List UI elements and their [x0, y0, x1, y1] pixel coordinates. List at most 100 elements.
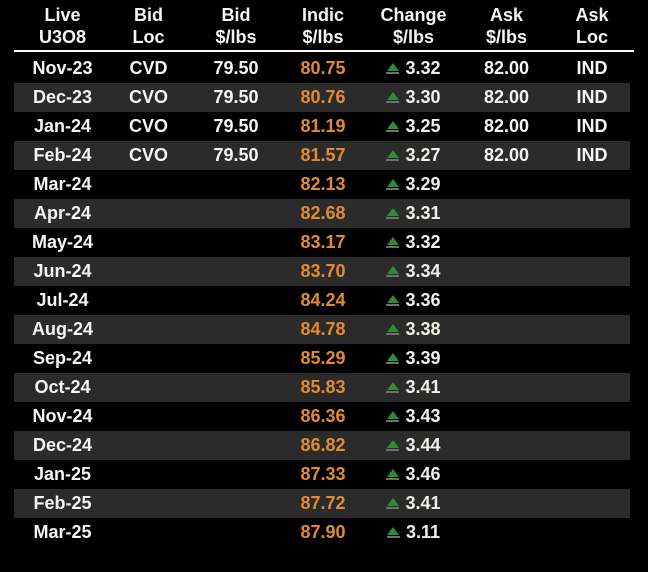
header-divider-line [14, 50, 634, 52]
up-triangle-shape [386, 498, 399, 506]
up-triangle-shape [386, 266, 399, 274]
up-triangle-shape [386, 150, 399, 158]
up-triangle-icon [386, 237, 400, 248]
indic-price-cell: 87.33 [300, 464, 346, 484]
table-row: Sep-24 85.29 3.39 [0, 344, 648, 373]
up-triangle-icon [386, 179, 400, 190]
change-cell: 3.11 [366, 522, 461, 543]
up-triangle-shape [386, 382, 399, 390]
ask-price-cell: 82.00 [483, 145, 530, 165]
up-triangle-baseline [386, 333, 400, 335]
header-line: Live [44, 5, 81, 25]
up-triangle-icon [386, 295, 400, 306]
change-value: 3.27 [405, 145, 441, 165]
change-value: 3.38 [405, 319, 441, 339]
header-line: Loc [132, 27, 165, 47]
indic-price-cell: 83.70 [300, 261, 346, 281]
table-row: Feb-25 87.72 3.41 [0, 489, 648, 518]
bid-loc-cell: CVO [128, 87, 168, 107]
month-cell: Jan-25 [33, 464, 92, 484]
change-value: 3.39 [405, 348, 441, 368]
up-triangle-icon [386, 469, 400, 480]
up-triangle-icon [386, 150, 400, 161]
up-triangle-shape [387, 527, 400, 535]
change-cell: 3.41 [366, 493, 461, 514]
column-header-indic-price: Indic $/lbs [280, 4, 366, 48]
bid-price-cell: 79.50 [213, 58, 259, 78]
header-line: Bid [134, 5, 163, 25]
ask-price-cell: 82.00 [483, 58, 530, 78]
change-cell: 3.32 [366, 58, 461, 79]
change-cell: 3.30 [366, 87, 461, 108]
indic-price-cell: 86.82 [300, 435, 346, 455]
table-row: Jan-24 CVO 79.50 81.19 3.25 82.00 IND [0, 112, 648, 141]
bid-price-cell: 79.50 [213, 116, 259, 136]
change-cell: 3.44 [366, 435, 461, 456]
up-triangle-shape [386, 208, 399, 216]
change-value: 3.36 [405, 290, 441, 310]
indic-price-cell: 86.36 [300, 406, 346, 426]
header-line: Ask [575, 5, 609, 25]
up-triangle-icon [386, 266, 400, 277]
table-row: Dec-24 86.82 3.44 [0, 431, 648, 460]
indic-price-cell: 82.13 [300, 174, 346, 194]
table-row: Oct-24 85.83 3.41 [0, 373, 648, 402]
up-triangle-baseline [386, 362, 400, 364]
indic-price-cell: 87.90 [300, 522, 346, 542]
up-triangle-baseline [386, 72, 400, 74]
up-triangle-icon [386, 121, 400, 132]
month-cell: Nov-24 [32, 406, 93, 426]
change-value: 3.32 [405, 232, 441, 252]
month-cell: Feb-25 [33, 493, 92, 513]
table-row: Nov-24 86.36 3.43 [0, 402, 648, 431]
month-cell: Dec-24 [32, 435, 93, 455]
up-triangle-icon [386, 411, 400, 422]
table-row: Dec-23 CVO 79.50 80.76 3.30 82.00 IND [0, 83, 648, 112]
table-row: May-24 83.17 3.32 [0, 228, 648, 257]
up-triangle-baseline [386, 478, 400, 480]
change-value: 3.29 [405, 174, 441, 194]
column-header-ask-price: Ask $/lbs [461, 4, 552, 48]
table-row: Feb-24 CVO 79.50 81.57 3.27 82.00 IND [0, 141, 648, 170]
up-triangle-shape [386, 63, 399, 71]
indic-price-cell: 82.68 [300, 203, 346, 223]
change-cell: 3.34 [366, 261, 461, 282]
change-value: 3.41 [405, 493, 441, 513]
month-cell: Sep-24 [32, 348, 93, 368]
bid-loc-cell: CVO [128, 145, 168, 165]
month-cell: Oct-24 [34, 377, 91, 397]
table-row: Apr-24 82.68 3.31 [0, 199, 648, 228]
change-value: 3.30 [405, 87, 441, 107]
header-line: Bid [221, 5, 251, 25]
change-value: 3.44 [405, 435, 441, 455]
column-header-change: Change $/lbs [366, 4, 461, 48]
indic-price-cell: 85.83 [300, 377, 346, 397]
change-cell: 3.46 [366, 464, 461, 485]
indic-price-cell: 84.78 [300, 319, 346, 339]
header-line: $/lbs [215, 27, 257, 47]
bid-price-cell: 79.50 [213, 145, 259, 165]
month-cell: Aug-24 [31, 319, 93, 339]
up-triangle-shape [386, 92, 399, 100]
bid-loc-cell: CVD [129, 58, 168, 78]
table-rows: Nov-23 CVD 79.50 80.75 3.32 82.00 IND De… [0, 54, 648, 547]
table-row: Mar-24 82.13 3.29 [0, 170, 648, 199]
up-triangle-icon [386, 498, 400, 509]
column-header-bid-price: Bid $/lbs [192, 4, 280, 48]
up-triangle-baseline [386, 188, 400, 190]
change-value: 3.11 [405, 522, 441, 542]
change-value: 3.46 [405, 464, 441, 484]
up-triangle-baseline [386, 304, 400, 306]
indic-price-cell: 83.17 [300, 232, 346, 252]
up-triangle-icon [386, 63, 400, 74]
table-row: Jan-25 87.33 3.46 [0, 460, 648, 489]
up-triangle-shape [386, 121, 399, 129]
table-header-row: Live U3O8 Bid Loc Bid $/lbs Indic $/lbs … [0, 0, 648, 48]
up-triangle-shape [386, 324, 399, 332]
change-cell: 3.41 [366, 377, 461, 398]
up-triangle-shape [386, 411, 399, 419]
header-line: Ask [489, 5, 524, 25]
change-cell: 3.39 [366, 348, 461, 369]
change-cell: 3.27 [366, 145, 461, 166]
